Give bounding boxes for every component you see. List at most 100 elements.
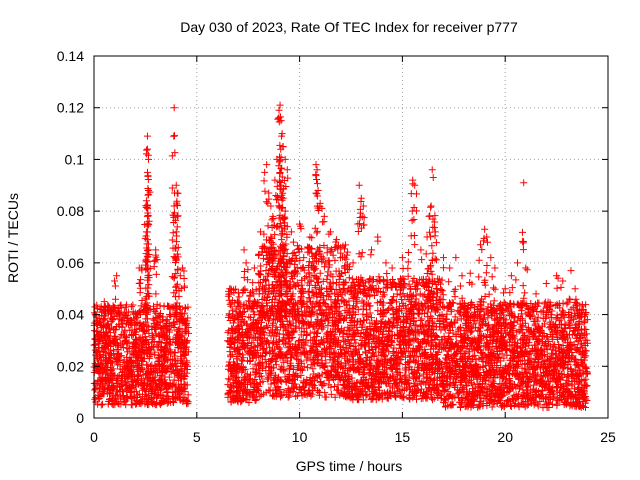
- data-point: [114, 350, 122, 358]
- data-point: [233, 298, 241, 306]
- data-point: [294, 245, 302, 253]
- data-point: [232, 305, 240, 313]
- data-point: [339, 329, 347, 337]
- data-point: [243, 321, 251, 329]
- data-point: [298, 359, 306, 367]
- data-point: [156, 302, 164, 310]
- data-point: [390, 388, 398, 396]
- data-point: [105, 354, 113, 362]
- data-point: [178, 332, 186, 340]
- data-point: [128, 363, 136, 371]
- data-point: [168, 360, 176, 368]
- data-point: [270, 312, 278, 320]
- data-point: [174, 330, 182, 338]
- data-point: [165, 328, 173, 336]
- data-point: [113, 342, 121, 350]
- data-point: [152, 392, 160, 400]
- data-point: [259, 345, 267, 353]
- data-point: [328, 285, 336, 293]
- data-point: [118, 378, 126, 386]
- data-point: [160, 362, 168, 370]
- data-point: [139, 339, 147, 347]
- data-point: [171, 339, 179, 347]
- data-point: [117, 383, 125, 391]
- data-point: [238, 356, 246, 364]
- data-point: [245, 297, 253, 305]
- data-point: [304, 364, 312, 372]
- data-point: [181, 336, 189, 344]
- data-point: [102, 329, 110, 337]
- data-point: [156, 372, 164, 380]
- data-point: [328, 327, 336, 335]
- data-point: [248, 350, 256, 358]
- data-point: [225, 375, 233, 383]
- data-point: [171, 349, 179, 357]
- data-point: [123, 308, 131, 316]
- data-point: [156, 310, 164, 318]
- data-point: [102, 374, 110, 382]
- data-point: [232, 378, 240, 386]
- data-point: [339, 296, 347, 304]
- data-point: [96, 384, 104, 392]
- y-axis-label: ROTI / TECUs: [5, 193, 21, 283]
- data-point: [181, 344, 189, 352]
- data-point: [115, 322, 123, 330]
- data-point: [108, 394, 116, 402]
- data-point: [133, 357, 141, 365]
- data-point: [314, 355, 322, 363]
- data-point: [184, 314, 192, 322]
- data-point: [256, 270, 264, 278]
- data-point: [142, 384, 150, 392]
- data-point: [130, 315, 138, 323]
- data-point: [147, 385, 155, 393]
- data-point: [328, 332, 336, 340]
- data-point: [127, 321, 135, 329]
- data-point: [183, 369, 191, 377]
- data-point: [269, 391, 277, 399]
- data-point: [104, 341, 112, 349]
- data-point: [108, 359, 116, 367]
- data-point: [130, 347, 138, 355]
- data-point: [120, 332, 128, 340]
- data-point: [272, 266, 280, 274]
- data-point: [256, 392, 264, 400]
- data-point: [105, 309, 113, 317]
- data-point: [296, 256, 304, 264]
- data-point: [247, 323, 255, 331]
- data-point: [97, 392, 105, 400]
- data-point: [137, 311, 145, 319]
- data-point: [128, 383, 136, 391]
- data-point: [305, 294, 313, 302]
- data-point: [141, 333, 149, 341]
- data-point: [151, 351, 159, 359]
- data-point: [99, 315, 107, 323]
- data-point: [91, 386, 99, 394]
- data-point: [149, 331, 157, 339]
- data-point: [97, 381, 105, 389]
- data-point: [258, 318, 266, 326]
- data-point: [184, 391, 192, 399]
- data-point: [159, 394, 167, 402]
- data-point: [301, 307, 309, 315]
- data-point: [165, 302, 173, 310]
- data-point: [171, 320, 179, 328]
- data-point: [229, 313, 237, 321]
- data-point: [249, 334, 257, 342]
- data-point: [182, 327, 190, 335]
- data-point: [129, 351, 137, 359]
- data-point: [115, 400, 123, 408]
- data-point: [181, 320, 189, 328]
- data-point: [324, 272, 332, 280]
- data-point: [321, 393, 329, 401]
- data-point: [112, 358, 120, 366]
- data-point: [119, 385, 127, 393]
- data-point: [235, 386, 243, 394]
- data-point: [143, 340, 151, 348]
- data-point: [143, 322, 151, 330]
- data-point: [243, 391, 251, 399]
- data-point: [244, 332, 252, 340]
- data-point: [111, 333, 119, 341]
- data-point: [162, 380, 170, 388]
- data-point: [118, 368, 126, 376]
